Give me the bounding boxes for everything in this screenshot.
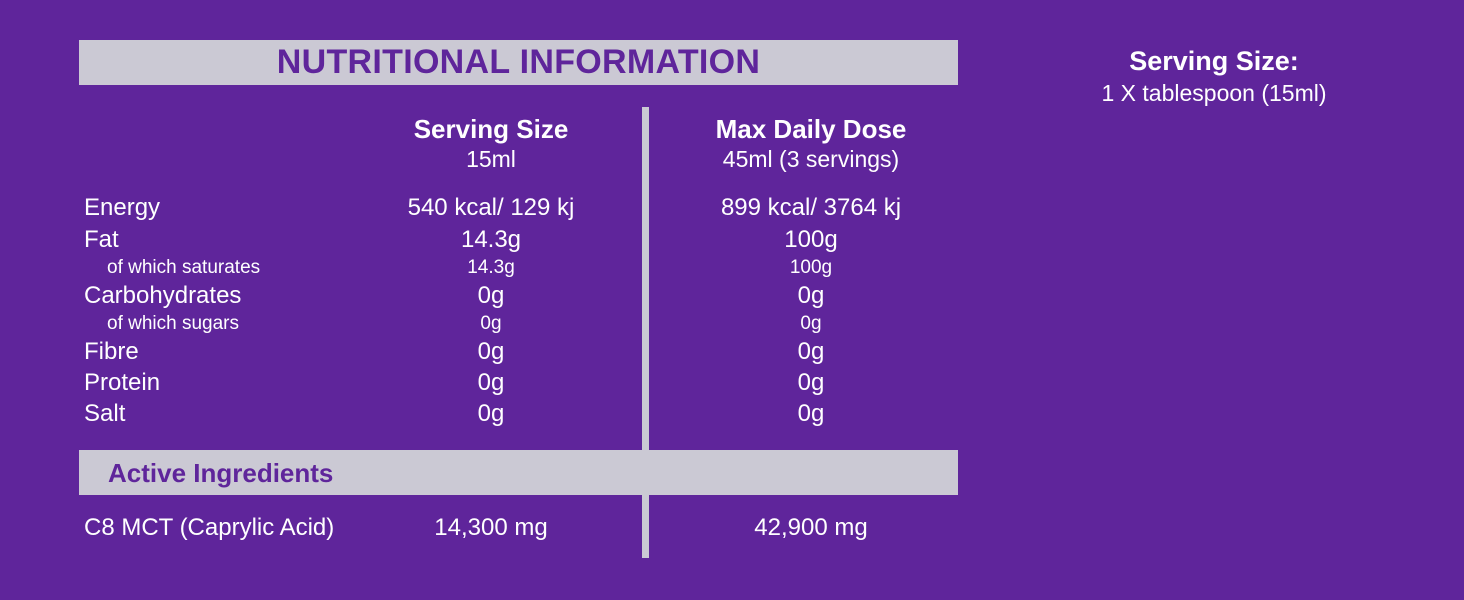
nutrient-label: Fibre (84, 338, 139, 365)
max-dose-column-header: Max Daily Dose 45ml (3 servings) (661, 114, 961, 174)
nutrient-label: Carbohydrates (84, 282, 242, 309)
serving-value: 0g (477, 369, 505, 396)
serving-value: 0g (477, 400, 505, 427)
serving-column-header: Serving Size 15ml (341, 114, 641, 174)
serving-value: 14.3g (467, 257, 515, 278)
max-dose-value: 0g (797, 369, 825, 396)
max-dose-value: 899 kcal/ 3764 kj (720, 194, 902, 221)
active-ingredients-bar: Active Ingredients (79, 450, 958, 495)
serving-value: 14.3g (460, 226, 522, 253)
serving-value: 0g (480, 313, 502, 334)
column-divider (642, 495, 649, 558)
max-dose-value: 0g (797, 338, 825, 365)
max-dose-value: 0g (797, 400, 825, 427)
serving-value: 0g (477, 338, 505, 365)
serving-size-value: 1 X tablespoon (15ml) (1101, 80, 1327, 106)
nutrient-label: Salt (84, 400, 126, 427)
nutrition-title: NUTRITIONAL INFORMATION (276, 43, 761, 81)
serving-value: 0g (477, 282, 505, 309)
column-divider (642, 107, 649, 450)
max-dose-value: 42,900 mg (754, 514, 868, 541)
max-dose-value: 100g (784, 226, 838, 253)
nutrient-label: Protein (84, 369, 161, 396)
serving-column-title: Serving Size (413, 114, 569, 144)
serving-size-heading: Serving Size: (1129, 46, 1299, 76)
serving-column-subtitle: 15ml (466, 146, 516, 172)
nutrient-label: of which sugars (107, 313, 240, 334)
serving-value: 540 kcal/ 129 kj (407, 194, 575, 221)
ingredient-label: C8 MCT (Caprylic Acid) (84, 514, 335, 541)
active-ingredients-title: Active Ingredients (108, 458, 334, 488)
max-dose-value: 0g (797, 282, 825, 309)
serving-size-info: Serving Size: 1 X tablespoon (15ml) (1064, 44, 1364, 108)
max-dose-column-title: Max Daily Dose (715, 114, 907, 144)
max-dose-value: 100g (789, 257, 833, 278)
serving-value: 14,300 mg (434, 514, 548, 541)
max-dose-value: 0g (800, 313, 822, 334)
nutrient-label: Fat (84, 226, 119, 253)
max-dose-column-subtitle: 45ml (3 servings) (722, 146, 900, 172)
nutrition-header-bar: NUTRITIONAL INFORMATION (79, 40, 958, 85)
nutrient-label: Energy (84, 194, 161, 221)
nutrient-label: of which saturates (107, 257, 261, 278)
